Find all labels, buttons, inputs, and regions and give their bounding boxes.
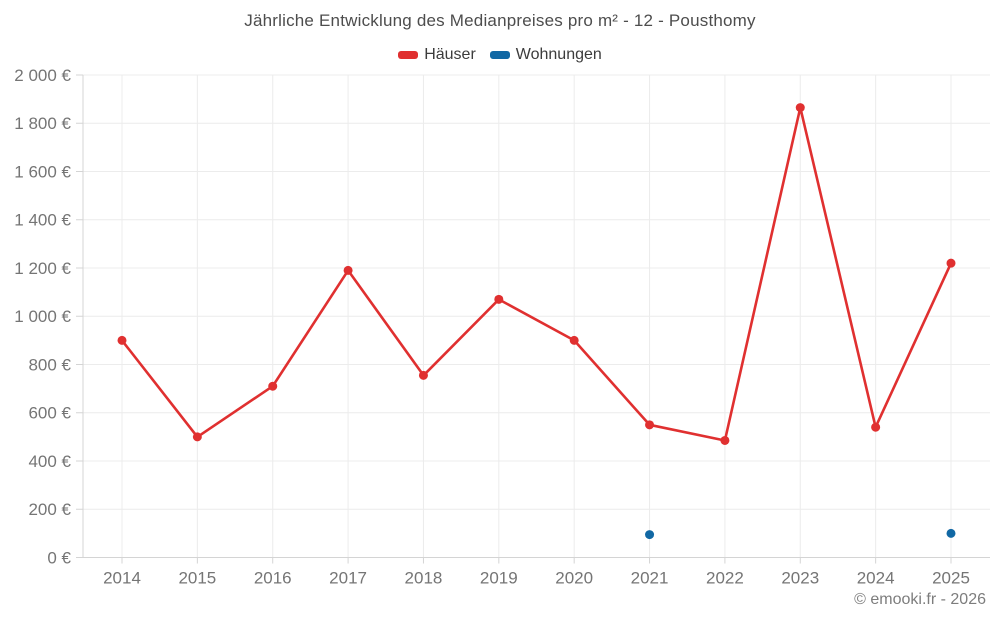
y-tick-label: 2 000 €: [14, 66, 71, 85]
data-point-hauser-2017[interactable]: [343, 265, 353, 275]
legend-label: Wohnungen: [515, 46, 602, 63]
legend-swatch-wohnungen: [489, 51, 510, 59]
x-tick-label: 2019: [480, 569, 518, 588]
y-tick-label: 1 200 €: [14, 259, 71, 278]
data-point-hauser-2025[interactable]: [946, 258, 956, 268]
legend-swatch-hauser: [398, 51, 419, 59]
data-point-hauser-2021[interactable]: [645, 420, 655, 430]
x-tick-label: 2018: [405, 569, 443, 588]
data-point-hauser-2019[interactable]: [494, 294, 504, 304]
data-point-hauser-2023[interactable]: [795, 103, 805, 113]
y-tick-label: 600 €: [28, 404, 71, 423]
legend-label: Häuser: [424, 46, 476, 63]
y-tick-label: 800 €: [28, 355, 71, 374]
x-tick-label: 2025: [932, 569, 970, 588]
series-line-hauser: [120, 106, 953, 442]
x-tick-label: 2017: [329, 569, 367, 588]
x-tick-label: 2024: [857, 569, 895, 588]
data-point-hauser-2018[interactable]: [418, 370, 428, 380]
y-tick-label: 1 400 €: [14, 211, 71, 230]
y-tick-label: 1 600 €: [14, 162, 71, 181]
legend-item-hauser[interactable]: Häuser: [398, 46, 476, 64]
legend-item-wohnungen[interactable]: Wohnungen: [489, 46, 602, 64]
y-tick-label: 0 €: [47, 548, 71, 567]
data-point-wohnungen-2025[interactable]: [946, 528, 956, 538]
data-point-hauser-2020[interactable]: [569, 335, 579, 345]
y-tick-label: 400 €: [28, 452, 71, 471]
data-point-wohnungen-2021[interactable]: [645, 530, 655, 540]
x-tick-label: 2016: [254, 569, 292, 588]
x-tick-label: 2021: [631, 569, 669, 588]
y-tick-label: 1 000 €: [14, 307, 71, 326]
data-point-hauser-2022[interactable]: [720, 435, 730, 445]
copyright-label: © emooki.fr - 2026: [854, 591, 986, 608]
x-tick-label: 2015: [178, 569, 216, 588]
x-tick-label: 2020: [555, 569, 593, 588]
y-tick-label: 200 €: [28, 500, 71, 519]
data-point-hauser-2024[interactable]: [871, 422, 881, 432]
data-point-hauser-2015[interactable]: [192, 432, 202, 442]
x-tick-label: 2014: [103, 569, 141, 588]
x-tick-label: 2023: [781, 569, 819, 588]
y-tick-label: 1 800 €: [14, 114, 71, 133]
data-point-hauser-2016[interactable]: [268, 381, 278, 391]
data-point-hauser-2014[interactable]: [117, 335, 127, 345]
x-tick-label: 2022: [706, 569, 744, 588]
chart-legend: Häuser Wohnungen: [0, 46, 1000, 64]
chart-title: Jährliche Entwicklung des Medianpreises …: [244, 11, 756, 30]
